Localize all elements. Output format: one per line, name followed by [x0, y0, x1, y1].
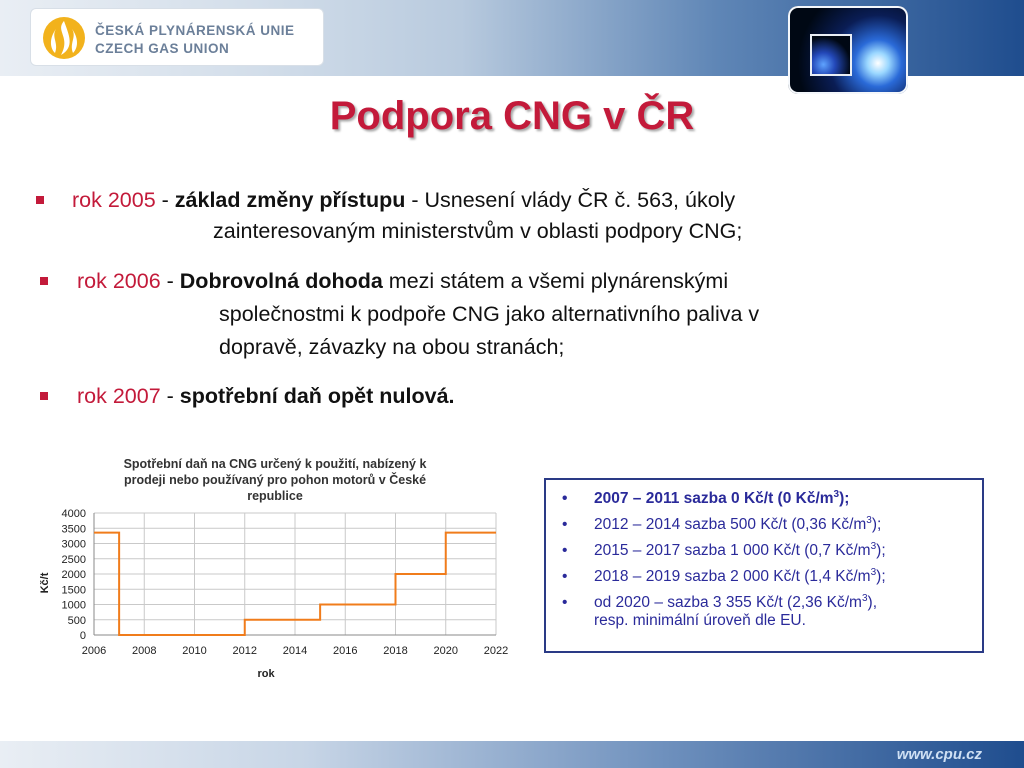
tax-rate-item: • 2015 – 2017 sazba 1 000 Kč/t (0,7 Kč/m3… [546, 540, 982, 560]
tax-rate-suffix: ); [876, 568, 886, 585]
x-tick-label: 2022 [484, 645, 508, 657]
x-tick-label: 2010 [182, 645, 206, 657]
bullet-square-icon [36, 196, 44, 204]
bullet-emphasis: základ změny přístupu [174, 188, 406, 212]
chart-title: Spotřební daň na CNG určený k použití, n… [124, 457, 427, 503]
bullet-continuation: společnostmi k podpoře CNG jako alternat… [219, 302, 760, 326]
footer-bar: www.cpu.cz [0, 741, 1024, 768]
chart-title-line: prodeji nebo používaný pro pohon motorů … [124, 472, 426, 487]
bullet-text: - Usnesení vlády ČR č. 563, úkoly [405, 188, 736, 212]
chart-title-line: republice [247, 489, 303, 503]
logo: ČESKÁ PLYNÁRENSKÁ UNIE CZECH GAS UNION [30, 8, 324, 66]
x-tick-label: 2014 [283, 645, 307, 657]
y-axis-ticks: 0 500 1000 1500 2000 2500 3000 3500 4000 [62, 508, 86, 642]
x-tick-label: 2016 [333, 645, 357, 657]
tax-rates-box: • 2007 – 2011 sazba 0 Kč/t (0 Kč/m3); • 201… [544, 478, 984, 653]
logo-text-cz: ČESKÁ PLYNÁRENSKÁ UNIE [95, 23, 295, 38]
x-axis-label: rok [257, 668, 275, 680]
tax-rate-item: • 2007 – 2011 sazba 0 Kč/t (0 Kč/m3); [546, 488, 982, 508]
gas-burner-picture [810, 34, 852, 76]
bullet-continuation: dopravě, závazky na obou stranách; [219, 335, 565, 359]
bullet-square-icon [40, 392, 48, 400]
bullet-dot-icon: • [562, 594, 568, 611]
bullet-continuation: zainteresovaným ministerstvům v oblasti … [213, 219, 743, 243]
x-tick-label: 2012 [233, 645, 257, 657]
bullet-emphasis: Dobrovolná dohoda [179, 269, 383, 293]
tax-rate-text: 2015 – 2017 sazba 1 000 Kč/t (0,7 Kč/m [594, 542, 871, 559]
footer-url: www.cpu.cz [896, 746, 982, 763]
superscript: 3 [870, 566, 877, 578]
tax-rate-text: 2018 – 2019 sazba 2 000 Kč/t (1,4 Kč/m [594, 568, 871, 585]
bullet-dot-icon: • [562, 542, 568, 559]
chart-title-line: Spotřební daň na CNG určený k použití, n… [124, 457, 427, 471]
tax-rate-text: od 2020 – sazba 3 355 Kč/t (2,36 Kč/m [594, 594, 862, 611]
tax-rate-suffix: ); [876, 542, 886, 559]
tax-rate-item: • 2018 – 2019 sazba 2 000 Kč/t (1,4 Kč/m3… [546, 566, 982, 586]
y-tick-label: 3500 [62, 523, 86, 535]
gas-flame-picture [788, 6, 908, 94]
tax-series [94, 531, 496, 636]
y-tick-label: 3000 [62, 539, 86, 551]
bullet-year: rok 2005 [72, 188, 156, 212]
y-tick-label: 2500 [62, 554, 86, 566]
tax-rate-text: 2012 – 2014 sazba 500 Kč/t (0,36 Kč/m [594, 516, 867, 533]
y-tick-label: 2000 [62, 569, 86, 581]
tax-rates-list: • 2007 – 2011 sazba 0 Kč/t (0 Kč/m3); • 201… [546, 488, 982, 630]
x-tick-label: 2020 [434, 645, 458, 657]
header-banner: ČESKÁ PLYNÁRENSKÁ UNIE CZECH GAS UNION [0, 0, 1024, 94]
y-axis-label: Kč/t [39, 572, 51, 593]
bullet-year: rok 2006 [77, 269, 161, 293]
y-tick-label: 4000 [62, 508, 86, 520]
tax-rate-suffix: ), [867, 594, 878, 611]
x-tick-label: 2018 [383, 645, 407, 657]
tax-rate-suffix: ); [871, 516, 882, 533]
flame-logo-icon [43, 17, 85, 59]
tax-rate-continuation: resp. minimální úroveň dle EU. [594, 612, 806, 629]
y-tick-label: 1000 [62, 600, 86, 612]
logo-text-en: CZECH GAS UNION [95, 41, 230, 56]
excise-tax-chart: Spotřební daň na CNG určený k použití, n… [39, 457, 508, 680]
bullet-year: rok 2007 [77, 384, 161, 408]
x-tick-label: 2006 [82, 645, 106, 657]
chart-grid [93, 512, 497, 636]
superscript: 3 [866, 514, 872, 526]
bullet-dot-icon: • [562, 568, 568, 585]
bullet-emphasis: spotřební daň opět nulová. [179, 384, 455, 408]
tax-rate-text: 2007 – 2011 sazba 0 Kč/t (0 Kč/m [594, 490, 834, 507]
y-tick-label: 0 [80, 630, 86, 642]
tax-rate-item: • od 2020 – sazba 3 355 Kč/t (2,36 Kč/m3)… [546, 592, 982, 630]
tax-rate-suffix: ); [839, 490, 850, 507]
superscript: 3 [861, 592, 868, 604]
tax-rate-item: • 2012 – 2014 sazba 500 Kč/t (0,36 Kč/m3)… [546, 514, 982, 534]
x-tick-label: 2008 [132, 645, 156, 657]
y-tick-label: 500 [68, 615, 86, 627]
tax-series-line [94, 531, 496, 636]
bullet-text: mezi státem a všemi plynárenskými [382, 269, 729, 293]
superscript: 3 [833, 488, 840, 500]
y-tick-label: 1500 [62, 584, 86, 596]
slide-title: Podpora CNG v ČR [329, 94, 695, 138]
bullet-dot-icon: • [562, 516, 568, 533]
bullet-square-icon [40, 277, 48, 285]
bullet-dot-icon: • [562, 490, 568, 507]
superscript: 3 [870, 540, 877, 552]
x-axis-ticks: 2006 2008 2010 2012 2014 2016 2018 2020 2022 [82, 645, 508, 657]
